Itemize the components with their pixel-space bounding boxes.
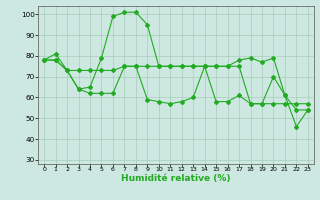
X-axis label: Humidité relative (%): Humidité relative (%): [121, 174, 231, 183]
